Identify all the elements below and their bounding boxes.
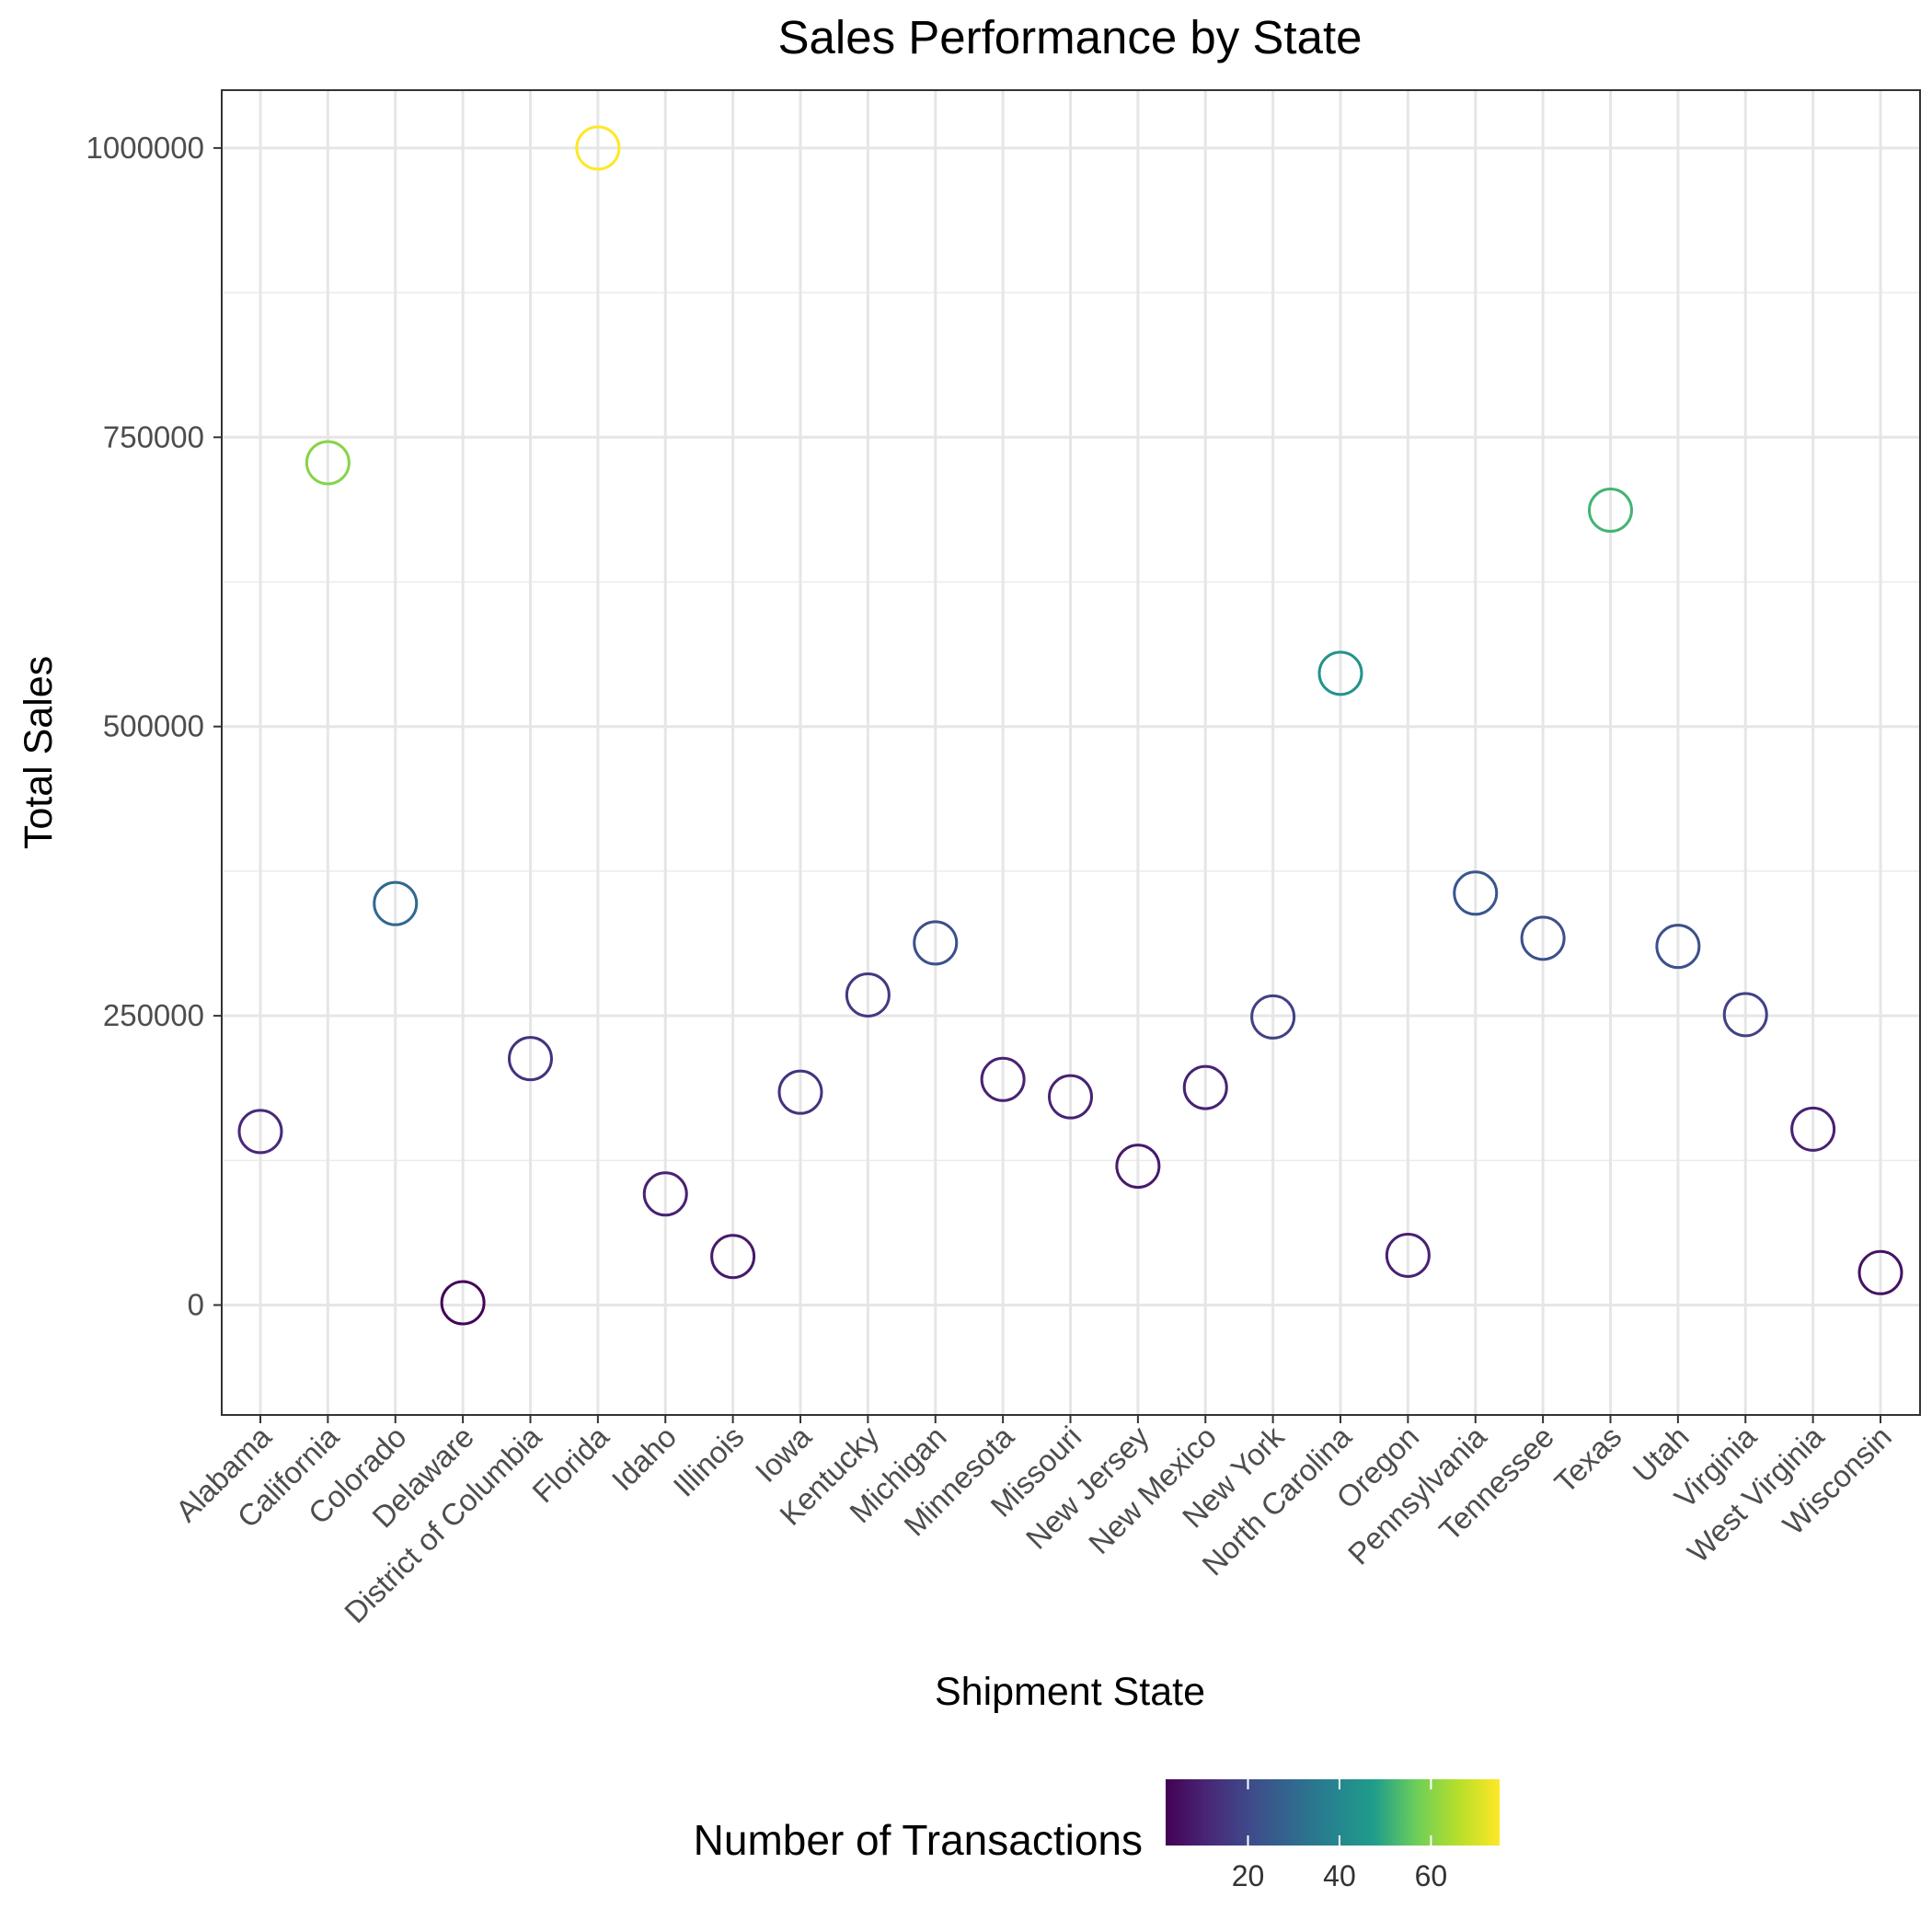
data-point (1182, 1064, 1228, 1110)
legend-tick-label: 40 (1323, 1859, 1356, 1892)
data-point (777, 1069, 823, 1115)
data-point (440, 1280, 486, 1326)
color-legend: Number of Transactions 20 40 60 (694, 1779, 1500, 1892)
data-point (980, 1056, 1026, 1102)
data-point (575, 125, 621, 171)
x-axis-title: Shipment State (935, 1670, 1205, 1714)
y-tick-label: 750000 (103, 420, 204, 454)
x-tick-label: Idaho (605, 1420, 684, 1498)
y-axis-title: Total Sales (17, 656, 61, 849)
legend-ticks: 20 40 60 (1232, 1779, 1447, 1892)
y-tick-label: 500000 (103, 709, 204, 743)
data-point (845, 972, 891, 1018)
data-point (1655, 924, 1701, 970)
data-point (1588, 488, 1633, 534)
legend-tick-label: 60 (1415, 1859, 1448, 1892)
y-axis: 0 250000 500000 750000 1000000 (86, 131, 222, 1322)
major-gridlines (222, 90, 1920, 1415)
data-point (1115, 1144, 1161, 1190)
data-point (373, 880, 419, 926)
y-tick-label: 250000 (103, 998, 204, 1032)
data-point (1317, 650, 1363, 696)
data-point (913, 920, 959, 966)
chart-title: Sales Performance by State (778, 11, 1363, 63)
legend-title: Number of Transactions (694, 1816, 1143, 1864)
x-tick-label: Texas (1547, 1420, 1627, 1500)
x-tick-label: Illinois (667, 1420, 751, 1503)
data-point (1790, 1106, 1836, 1152)
x-axis: AlabamaCaliforniaColoradoDelawareDistric… (169, 1415, 1898, 1629)
data-point (1857, 1249, 1903, 1295)
data-point (1048, 1074, 1093, 1120)
data-point (1520, 915, 1566, 961)
data-point (237, 1109, 283, 1155)
legend-tick-label: 20 (1232, 1859, 1265, 1892)
data-point (1250, 994, 1296, 1040)
data-point (1453, 870, 1499, 916)
legend-colorbar (1166, 1779, 1500, 1846)
data-point (1385, 1232, 1431, 1278)
y-tick-label: 1000000 (86, 131, 204, 165)
data-points (237, 125, 1903, 1326)
data-point (508, 1036, 553, 1082)
data-point (710, 1234, 756, 1280)
x-tick-label: Florida (525, 1419, 615, 1509)
data-point (305, 440, 351, 486)
data-point (1722, 992, 1768, 1038)
data-point (642, 1171, 688, 1217)
y-tick-label: 0 (188, 1288, 204, 1322)
